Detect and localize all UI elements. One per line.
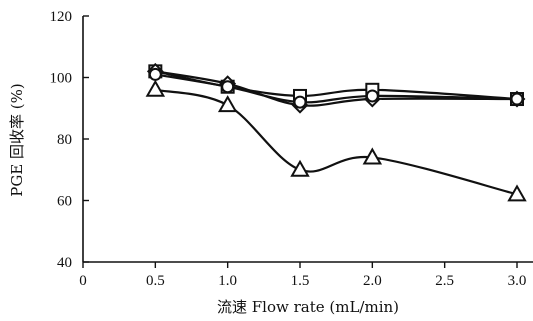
series-line-circle <box>154 73 519 104</box>
x-tick-label: 3.0 <box>508 273 527 289</box>
data-point-circle <box>365 89 379 103</box>
series-line-square <box>154 70 519 101</box>
x-tick-label: 1.5 <box>291 273 310 289</box>
data-point-triangle <box>217 95 238 113</box>
y-tick-label: 60 <box>57 194 72 210</box>
data-point-triangle <box>507 184 527 202</box>
series-line-diamond <box>154 70 519 107</box>
series-line-triangle <box>154 88 519 196</box>
y-tick-label: 100 <box>50 71 73 87</box>
x-tick-label: 0.5 <box>146 273 165 289</box>
data-point-triangle <box>145 79 166 97</box>
y-tick-label: 120 <box>50 9 73 25</box>
x-tick-label: 0 <box>79 273 87 289</box>
data-point-circle <box>221 80 235 94</box>
data-point-triangle <box>362 147 383 165</box>
x-tick-label: 2.0 <box>363 273 382 289</box>
ticks: 0 0.5 1.0 1.5 2.0 2.5 3.0 40 60 80 100 120 <box>50 9 527 289</box>
data-point-circle <box>148 67 162 81</box>
y-tick-label: 80 <box>57 132 72 148</box>
data-point-circle <box>510 92 524 106</box>
y-axis-title: PGE 回收率 (%) <box>8 83 26 197</box>
y-tick-label: 40 <box>57 255 72 271</box>
x-tick-label: 1.0 <box>218 273 237 289</box>
data-point-circle <box>293 95 307 109</box>
x-tick-label: 2.5 <box>435 273 454 289</box>
series-markers <box>145 62 527 202</box>
axes <box>82 16 533 263</box>
series-lines <box>154 70 519 196</box>
data-point-triangle <box>290 159 310 177</box>
x-axis-title: 流速 Flow rate (mL/min) <box>217 298 399 316</box>
